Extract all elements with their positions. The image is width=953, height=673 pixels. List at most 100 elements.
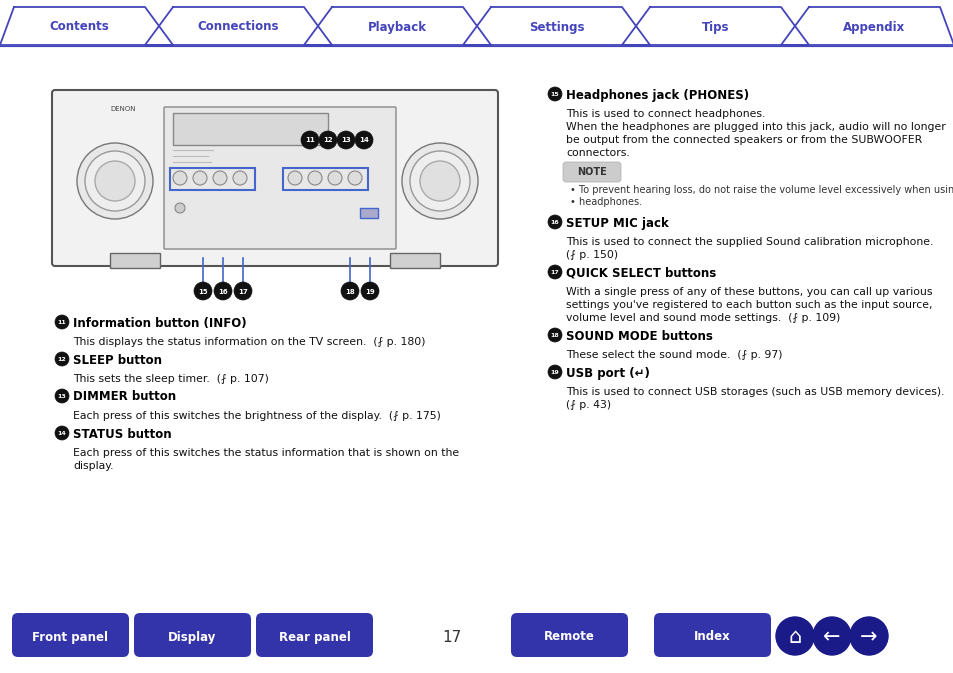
Text: Each press of this switches the status information that is shown on the: Each press of this switches the status i… — [73, 448, 458, 458]
Text: This is used to connect headphones.: This is used to connect headphones. — [565, 109, 764, 119]
Text: connectors.: connectors. — [565, 148, 629, 158]
FancyBboxPatch shape — [654, 613, 770, 657]
Circle shape — [213, 171, 227, 185]
Circle shape — [547, 328, 561, 342]
Circle shape — [193, 282, 212, 300]
Polygon shape — [304, 7, 491, 45]
Bar — [172, 113, 328, 145]
Text: SLEEP button: SLEEP button — [73, 353, 162, 367]
Text: settings you've registered to each button such as the input source,: settings you've registered to each butto… — [565, 300, 931, 310]
FancyBboxPatch shape — [133, 613, 251, 657]
Text: 15: 15 — [198, 289, 208, 295]
Text: Playback: Playback — [368, 20, 427, 34]
Circle shape — [308, 171, 322, 185]
Circle shape — [172, 171, 187, 185]
Text: Display: Display — [168, 631, 216, 643]
Text: 16: 16 — [218, 289, 228, 295]
Text: 18: 18 — [345, 289, 355, 295]
Text: This sets the sleep timer.  (⨏ p. 107): This sets the sleep timer. (⨏ p. 107) — [73, 374, 269, 384]
Circle shape — [95, 161, 135, 201]
Text: This is used to connect USB storages (such as USB memory devices).: This is used to connect USB storages (su… — [565, 387, 943, 397]
Text: Each press of this switches the brightness of the display.  (⨏ p. 175): Each press of this switches the brightne… — [73, 411, 440, 421]
Circle shape — [55, 315, 69, 329]
Text: Connections: Connections — [197, 20, 279, 34]
Text: • To prevent hearing loss, do not raise the volume level excessively when using: • To prevent hearing loss, do not raise … — [569, 185, 953, 195]
Circle shape — [355, 131, 373, 149]
Circle shape — [849, 617, 887, 655]
Circle shape — [301, 131, 318, 149]
Text: Rear panel: Rear panel — [278, 631, 350, 643]
Text: 13: 13 — [57, 394, 67, 399]
Text: SOUND MODE buttons: SOUND MODE buttons — [565, 330, 712, 343]
FancyBboxPatch shape — [562, 162, 620, 182]
Text: When the headphones are plugged into this jack, audio will no longer: When the headphones are plugged into thi… — [565, 122, 944, 132]
FancyBboxPatch shape — [52, 90, 497, 266]
Polygon shape — [621, 7, 808, 45]
Circle shape — [233, 282, 252, 300]
Text: This displays the status information on the TV screen.  (⨏ p. 180): This displays the status information on … — [73, 337, 425, 347]
Circle shape — [547, 87, 561, 101]
Circle shape — [77, 143, 152, 219]
Bar — [170, 168, 254, 190]
Text: 14: 14 — [358, 137, 369, 143]
Text: ⌂: ⌂ — [787, 627, 801, 647]
Text: Headphones jack (PHONES): Headphones jack (PHONES) — [565, 89, 748, 102]
Text: 19: 19 — [365, 289, 375, 295]
Polygon shape — [462, 7, 649, 45]
Circle shape — [318, 131, 336, 149]
Circle shape — [55, 352, 69, 366]
Circle shape — [85, 151, 145, 211]
Text: 17: 17 — [238, 289, 248, 295]
Bar — [283, 168, 368, 190]
Polygon shape — [781, 7, 953, 45]
Text: 11: 11 — [57, 320, 67, 325]
Text: Information button (INFO): Information button (INFO) — [73, 316, 247, 330]
Circle shape — [348, 171, 361, 185]
Text: 13: 13 — [341, 137, 351, 143]
Text: Appendix: Appendix — [842, 20, 904, 34]
Polygon shape — [0, 7, 172, 45]
Text: 12: 12 — [57, 357, 67, 362]
Circle shape — [547, 215, 561, 229]
Text: Front panel: Front panel — [32, 631, 109, 643]
Text: DENON: DENON — [110, 106, 135, 112]
Circle shape — [360, 282, 378, 300]
Text: 16: 16 — [550, 220, 558, 225]
Text: 15: 15 — [550, 92, 558, 97]
Circle shape — [419, 161, 459, 201]
Circle shape — [233, 171, 247, 185]
Text: volume level and sound mode settings.  (⨏ p. 109): volume level and sound mode settings. (⨏… — [565, 313, 840, 323]
Bar — [390, 253, 439, 268]
FancyBboxPatch shape — [12, 613, 129, 657]
Text: SETUP MIC jack: SETUP MIC jack — [565, 217, 668, 229]
Circle shape — [547, 265, 561, 279]
Text: (⨏ p. 150): (⨏ p. 150) — [565, 250, 618, 260]
Text: 14: 14 — [57, 431, 67, 436]
Text: This is used to connect the supplied Sound calibration microphone.: This is used to connect the supplied Sou… — [565, 237, 932, 247]
Text: Tips: Tips — [701, 20, 728, 34]
Text: 12: 12 — [323, 137, 333, 143]
Circle shape — [174, 203, 185, 213]
Text: 17: 17 — [442, 629, 461, 645]
Text: Settings: Settings — [528, 20, 583, 34]
Circle shape — [775, 617, 813, 655]
Text: 19: 19 — [550, 370, 558, 375]
Text: DIMMER button: DIMMER button — [73, 390, 176, 404]
Text: →: → — [860, 627, 877, 647]
Text: • headphones.: • headphones. — [569, 197, 641, 207]
Text: Remote: Remote — [543, 631, 595, 643]
Text: Contents: Contents — [50, 20, 110, 34]
Text: NOTE: NOTE — [577, 167, 606, 177]
Text: STATUS button: STATUS button — [73, 427, 172, 441]
Text: 11: 11 — [305, 137, 314, 143]
Circle shape — [340, 282, 358, 300]
Text: be output from the connected speakers or from the SUBWOOFER: be output from the connected speakers or… — [565, 135, 922, 145]
FancyBboxPatch shape — [511, 613, 627, 657]
Circle shape — [812, 617, 850, 655]
Text: (⨏ p. 43): (⨏ p. 43) — [565, 400, 611, 410]
Circle shape — [193, 171, 207, 185]
FancyBboxPatch shape — [255, 613, 373, 657]
Circle shape — [547, 365, 561, 379]
Circle shape — [328, 171, 341, 185]
Text: These select the sound mode.  (⨏ p. 97): These select the sound mode. (⨏ p. 97) — [565, 350, 781, 360]
